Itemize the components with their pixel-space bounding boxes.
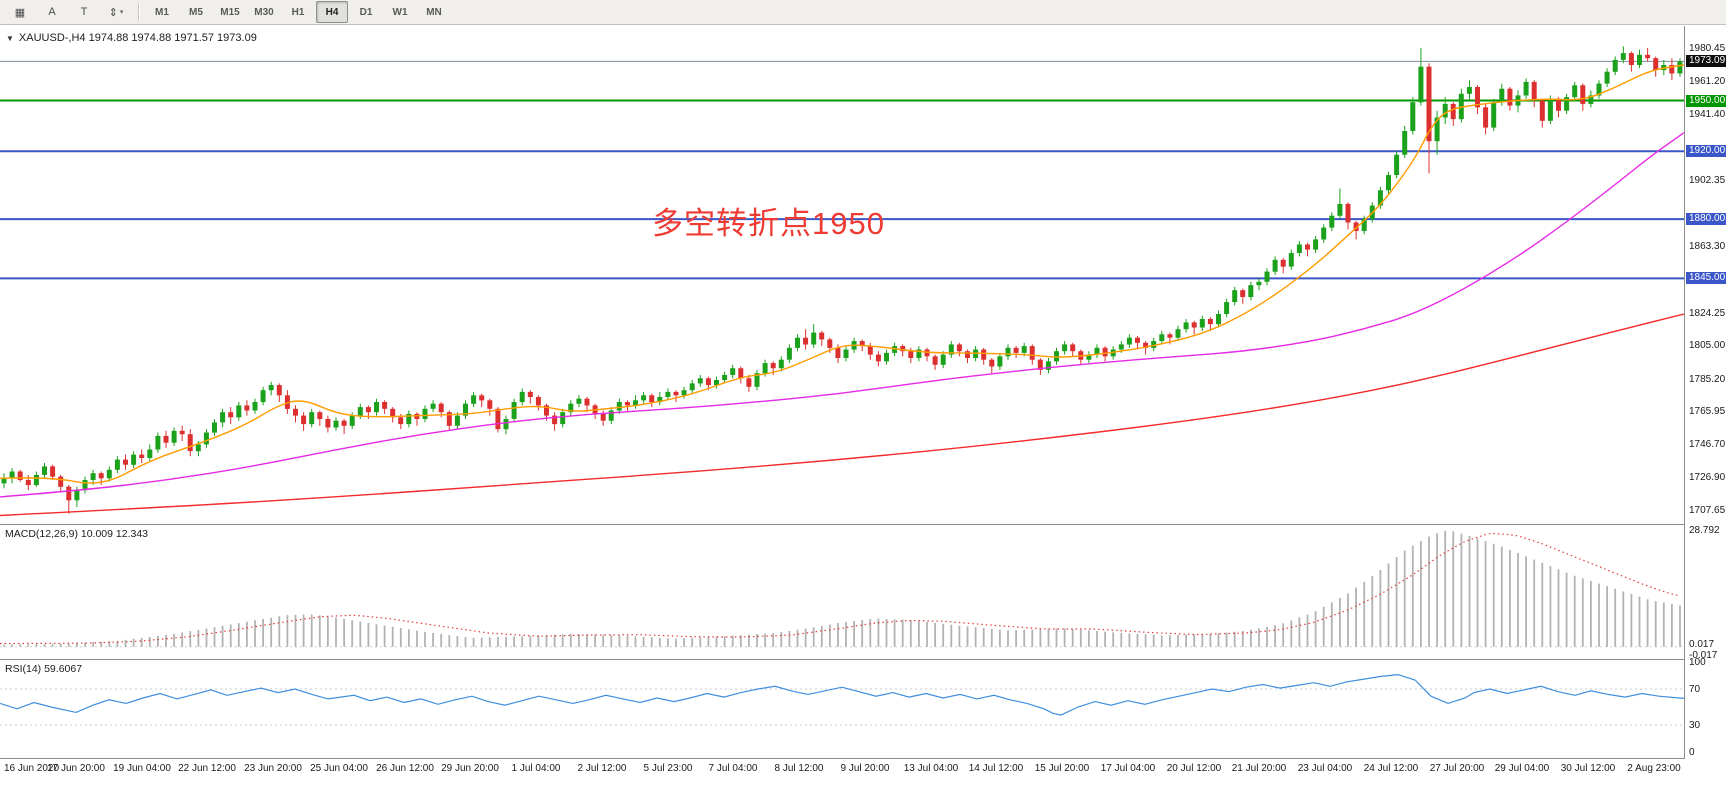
- price-chart-panel[interactable]: ▼ XAUUSD-,H4 1974.88 1974.88 1971.57 197…: [0, 26, 1684, 525]
- time-axis-label: 22 Jun 12:00: [178, 763, 236, 774]
- time-axis-label: 2 Aug 23:00: [1627, 763, 1681, 774]
- time-axis-label: 13 Jul 04:00: [903, 763, 959, 774]
- time-axis-label: 17 Jun 20:00: [47, 763, 105, 774]
- grid-pattern-tool-icon: ▦: [14, 6, 26, 19]
- time-axis-label: 17 Jul 04:00: [1100, 763, 1156, 774]
- timeframe-button-W1[interactable]: W1: [392, 6, 408, 18]
- price-axis-label: 1824.25: [1689, 308, 1726, 319]
- macd-axis-label: -0.017: [1689, 650, 1718, 661]
- price-axis[interactable]: 1980.45 1961.20 1941.40 1902.35 1863.30 1824.…: [1684, 26, 1726, 759]
- time-axis-label: 27 Jul 20:00: [1429, 763, 1485, 774]
- time-axis-label: 7 Jul 04:00: [708, 763, 758, 774]
- timeframe-button-D1[interactable]: D1: [359, 6, 373, 18]
- time-axis-label: 1 Jul 04:00: [511, 763, 561, 774]
- price-tag: 1845.00: [1686, 272, 1726, 284]
- rsi-indicator-panel[interactable]: RSI(14) 59.6067: [0, 660, 1684, 759]
- drawing-tools-group: ▦ A T ⇕ ▾: [4, 1, 132, 23]
- time-axis-label: 5 Jul 23:00: [643, 763, 693, 774]
- price-axis-label: 1961.20: [1689, 76, 1726, 87]
- timeframe-button-M15[interactable]: M15: [220, 6, 240, 18]
- dropdown-caret-icon: ▾: [119, 9, 124, 16]
- price-axis-label: 1941.40: [1689, 109, 1726, 120]
- time-axis-label: 30 Jul 12:00: [1560, 763, 1616, 774]
- time-axis-label: 23 Jun 20:00: [244, 763, 302, 774]
- grid-pattern-tool-button[interactable]: ▦: [5, 1, 35, 23]
- rsi-chart[interactable]: [0, 660, 1684, 758]
- price-axis-label: 1805.00: [1689, 340, 1726, 351]
- price-tag: 1973.09: [1686, 55, 1726, 67]
- toolbar: ▦ A T ⇕ ▾ M1 M5 M15 M30 H1 H4 D1 W1 MN: [0, 0, 1726, 25]
- time-axis-label: 29 Jun 20:00: [441, 763, 499, 774]
- price-axis-label: 1707.65: [1689, 505, 1726, 516]
- price-axis-label: 1980.45: [1689, 43, 1726, 54]
- time-axis-label: 2 Jul 12:00: [577, 763, 627, 774]
- time-axis-label: 16 Jun 2020: [4, 763, 60, 774]
- time-axis-label: 20 Jul 12:00: [1166, 763, 1222, 774]
- macd-axis-label: 28.792: [1689, 525, 1720, 536]
- chart-title-text: XAUUSD-,H4 1974.88 1974.88 1971.57 1973.…: [18, 32, 257, 44]
- text-tool-icon: A: [48, 6, 56, 18]
- price-axis-label: 1726.90: [1689, 472, 1726, 483]
- rsi-label: RSI(14) 59.6067: [5, 663, 83, 675]
- macd-label: MACD(12,26,9) 10.009 12.343: [5, 528, 149, 540]
- price-axis-label: 1765.95: [1689, 406, 1726, 417]
- time-axis-label: 19 Jun 04:00: [113, 763, 171, 774]
- timeframe-button-M1[interactable]: M1: [155, 6, 169, 18]
- timeframe-button-H4[interactable]: H4: [316, 1, 348, 23]
- rsi-axis-label: 70: [1689, 684, 1701, 695]
- candlestick-chart[interactable]: [0, 26, 1684, 524]
- time-axis-label: 21 Jul 20:00: [1231, 763, 1287, 774]
- macd-chart[interactable]: [0, 525, 1684, 659]
- template-tool-icon: T: [80, 6, 88, 18]
- rsi-axis-label: 30: [1689, 720, 1701, 731]
- time-axis-label: 23 Jul 04:00: [1297, 763, 1353, 774]
- price-tag: 1920.00: [1686, 145, 1726, 157]
- chart-title: ▼ XAUUSD-,H4 1974.88 1974.88 1971.57 197…: [6, 32, 257, 44]
- price-tag: 1880.00: [1686, 213, 1726, 225]
- time-axis[interactable]: 16 Jun 2020 17 Jun 20:00 19 Jun 04:00 22 Ju…: [0, 759, 1726, 792]
- timeframe-button-H1[interactable]: H1: [291, 6, 305, 18]
- scale-tool-icon: ⇕: [108, 6, 118, 19]
- time-axis-label: 15 Jul 20:00: [1034, 763, 1090, 774]
- scale-tool-button[interactable]: ⇕ ▾: [101, 1, 131, 23]
- time-axis-label: 8 Jul 12:00: [774, 763, 824, 774]
- time-axis-label: 24 Jul 12:00: [1363, 763, 1419, 774]
- time-axis-label: 9 Jul 20:00: [840, 763, 890, 774]
- toolbar-separator: [138, 3, 139, 21]
- price-axis-label: 1863.30: [1689, 241, 1726, 252]
- timeframe-button-M30[interactable]: M30: [254, 6, 274, 18]
- price-tag: 1950.00: [1686, 95, 1726, 107]
- time-axis-label: 26 Jun 12:00: [376, 763, 434, 774]
- timeframe-button-MN[interactable]: MN: [426, 6, 442, 18]
- timeframe-toolbar: M1 M5 M15 M30 H1 H4 D1 W1 MN: [145, 1, 451, 23]
- time-axis-label: 14 Jul 12:00: [968, 763, 1024, 774]
- time-axis-label: 25 Jun 04:00: [310, 763, 368, 774]
- price-axis-label: 1902.35: [1689, 175, 1726, 186]
- macd-indicator-panel[interactable]: MACD(12,26,9) 10.009 12.343: [0, 525, 1684, 660]
- rsi-axis-label: 100: [1689, 657, 1706, 668]
- time-axis-label: 29 Jul 04:00: [1494, 763, 1550, 774]
- chart-dropdown-icon[interactable]: ▼: [6, 33, 14, 43]
- price-axis-label: 1785.20: [1689, 374, 1726, 385]
- chart-annotation[interactable]: 多空转折点1950: [652, 206, 885, 241]
- template-tool-button[interactable]: T: [69, 1, 99, 23]
- rsi-axis-label: 0: [1689, 747, 1695, 758]
- timeframe-button-M5[interactable]: M5: [189, 6, 203, 18]
- macd-axis-label: 0.017: [1689, 639, 1715, 650]
- price-axis-label: 1746.70: [1689, 439, 1726, 450]
- text-tool-button[interactable]: A: [37, 1, 67, 23]
